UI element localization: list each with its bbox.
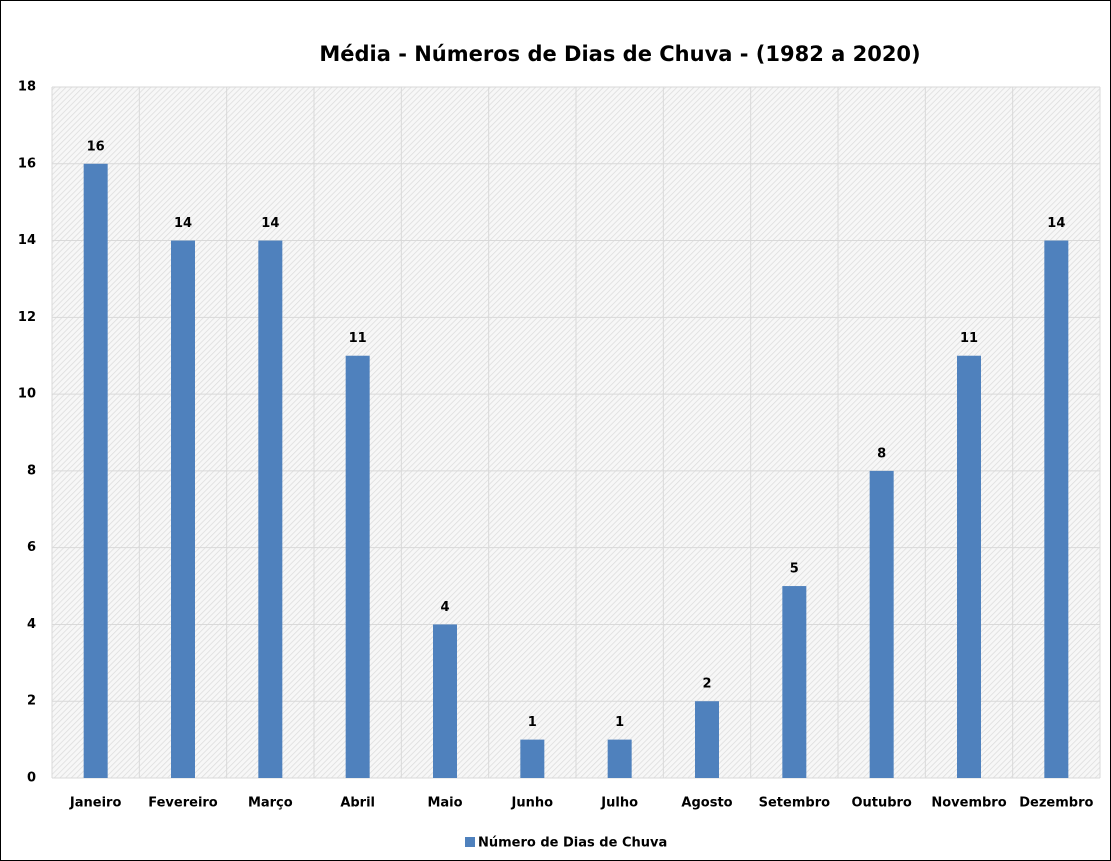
x-tick-label: Maio bbox=[427, 796, 462, 811]
data-label: 11 bbox=[349, 331, 367, 346]
y-tick-label: 18 bbox=[18, 80, 36, 95]
data-label: 11 bbox=[960, 331, 978, 346]
data-label: 1 bbox=[528, 715, 537, 730]
bar bbox=[869, 470, 894, 778]
y-tick-label: 14 bbox=[18, 233, 36, 248]
y-tick-label: 10 bbox=[18, 387, 36, 402]
y-tick-label: 8 bbox=[27, 463, 36, 478]
data-label: 5 bbox=[790, 562, 799, 577]
bar bbox=[258, 240, 283, 779]
y-tick-label: 0 bbox=[27, 771, 36, 786]
x-tick-label: Janeiro bbox=[69, 796, 122, 811]
bar bbox=[345, 355, 370, 778]
x-tick-label: Outubro bbox=[851, 796, 911, 811]
bar bbox=[520, 739, 545, 778]
legend-label: Número de Dias de Chuva bbox=[478, 836, 667, 851]
data-label: 16 bbox=[87, 139, 105, 154]
bar bbox=[1044, 240, 1069, 779]
y-tick-label: 16 bbox=[18, 156, 36, 171]
y-tick-label: 6 bbox=[27, 540, 36, 555]
chart-title: Média - Números de Dias de Chuva - (1982… bbox=[319, 42, 920, 66]
x-tick-label: Novembro bbox=[931, 796, 1006, 811]
bar bbox=[433, 624, 457, 778]
y-tick-label: 2 bbox=[27, 694, 36, 709]
bar bbox=[171, 240, 195, 779]
x-tick-label: Dezembro bbox=[1019, 796, 1093, 811]
x-tick-label: Julho bbox=[600, 796, 638, 811]
legend-swatch bbox=[465, 837, 475, 847]
data-label: 1 bbox=[615, 715, 624, 730]
bar bbox=[695, 701, 719, 778]
x-tick-label: Agosto bbox=[681, 796, 732, 811]
data-label: 14 bbox=[1047, 216, 1065, 231]
bar bbox=[782, 586, 807, 778]
data-label: 14 bbox=[174, 216, 192, 231]
bar bbox=[957, 355, 981, 778]
data-label: 14 bbox=[261, 216, 279, 231]
y-tick-label: 4 bbox=[27, 617, 36, 632]
x-tick-label: Março bbox=[248, 796, 293, 811]
x-tick-label: Setembro bbox=[759, 796, 830, 811]
bar bbox=[83, 163, 108, 778]
x-tick-label: Fevereiro bbox=[148, 796, 218, 811]
y-tick-label: 12 bbox=[18, 310, 36, 325]
data-label: 8 bbox=[877, 446, 886, 461]
data-label: 2 bbox=[702, 677, 711, 692]
x-tick-label: Abril bbox=[340, 796, 375, 811]
x-tick-label: Junho bbox=[511, 796, 554, 811]
data-label: 4 bbox=[440, 600, 449, 615]
bar bbox=[607, 739, 632, 778]
